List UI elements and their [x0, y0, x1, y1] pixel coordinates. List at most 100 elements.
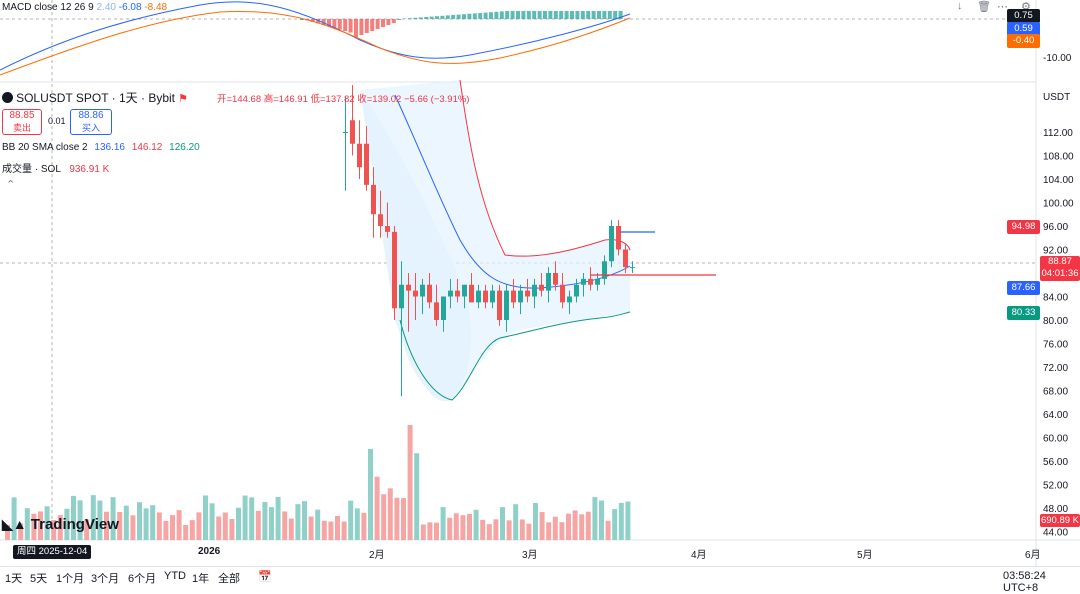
volume-bar — [183, 525, 188, 540]
volume-bar — [579, 514, 584, 540]
volume-bar — [592, 497, 597, 540]
volume-bar — [150, 505, 155, 540]
candle-body — [406, 285, 411, 291]
volume-bar — [144, 508, 149, 540]
candle-body — [483, 291, 488, 303]
volume-bar — [441, 507, 446, 540]
macd-histogram-bar — [505, 11, 509, 19]
macd-histogram-bar — [424, 17, 428, 19]
macd-histogram-bar — [451, 15, 455, 19]
candle-body — [448, 291, 453, 297]
volume-bar — [289, 519, 294, 540]
symbol-legend: SOLUSDT SPOT · 1天 · Bybit ⚑ 开=144.68 高=1… — [2, 89, 469, 106]
macd-histogram-bar — [467, 14, 471, 19]
macd-histogram-bar — [581, 11, 585, 19]
volume-bar — [414, 453, 419, 540]
volume-bar — [493, 519, 498, 540]
symbol-title[interactable]: SOLUSDT SPOT · 1天 · Bybit — [16, 91, 175, 105]
volume-bar — [500, 507, 505, 540]
price-scale-label: 100.00 — [1043, 199, 1074, 210]
time-label: 2月 — [369, 546, 385, 561]
macd-histogram-bar — [430, 17, 434, 19]
candle-body — [434, 302, 439, 320]
volume-bar — [315, 510, 320, 540]
candle-body — [497, 291, 502, 320]
macd-histogram-bar — [435, 16, 439, 19]
volume-bar — [526, 524, 531, 540]
volume-bar — [540, 512, 545, 540]
range-button[interactable]: 6个月 — [128, 570, 156, 586]
macd-histogram-bar — [511, 11, 515, 19]
buy-button[interactable]: 88.86 买入 — [70, 109, 112, 135]
macd-histogram-bar — [446, 15, 450, 19]
macd-histogram-bar — [392, 19, 396, 23]
price-scale-label: 64.00 — [1043, 410, 1068, 421]
macd-histogram-bar — [489, 12, 493, 19]
clock-label[interactable]: 03:58:24 UTC+8 — [1003, 570, 1080, 594]
candle-body — [609, 226, 614, 261]
range-button[interactable]: 1年 — [192, 570, 209, 586]
volume-legend[interactable]: 成交量 · SOL 936.91 K — [2, 160, 109, 175]
candle-body — [511, 291, 516, 303]
candle-body — [560, 285, 565, 303]
arrow-down-icon[interactable]: ↓ — [957, 0, 963, 12]
range-button[interactable]: YTD — [164, 570, 186, 582]
chevron-up-icon[interactable]: ⌃ — [6, 178, 15, 191]
volume-bar — [302, 501, 307, 540]
volume-bar — [190, 520, 195, 540]
macd-histogram-bar — [613, 11, 617, 19]
time-label: 4月 — [691, 546, 707, 561]
candle-body — [357, 144, 362, 168]
range-button[interactable]: 全部 — [218, 570, 240, 586]
candle-body — [385, 226, 390, 232]
macd-histogram-bar — [408, 18, 412, 19]
volume-bar — [163, 521, 168, 540]
macd-histogram-bar — [538, 11, 542, 19]
macd-value: -8.48 — [144, 2, 167, 13]
price-tag-bb-low: 80.33 — [1007, 306, 1040, 320]
price-scale-label: 60.00 — [1043, 434, 1068, 445]
currency-label[interactable]: USDT — [1043, 92, 1070, 103]
flag-icon[interactable]: ⚑ — [178, 93, 188, 105]
tradingview-logo[interactable]: ◣▲ TradingView — [2, 516, 119, 533]
range-button[interactable]: 1天 — [5, 570, 22, 586]
calendar-icon[interactable]: 📅 — [258, 570, 272, 583]
volume-bar — [480, 520, 485, 540]
range-button[interactable]: 1个月 — [56, 570, 84, 586]
candle-body — [588, 279, 593, 285]
volume-bar — [170, 515, 175, 540]
candle-body — [630, 267, 635, 268]
bb-legend[interactable]: BB 20 SMA close 2 136.16 146.12 126.20 — [2, 142, 200, 153]
sell-button[interactable]: 88.85 卖出 — [2, 109, 42, 135]
range-button[interactable]: 5天 — [30, 570, 47, 586]
volume-bar — [401, 498, 406, 540]
macd-legend: MACD close 12 26 9 2.40 -6.08 -8.48 — [2, 2, 167, 13]
bb-fill — [360, 80, 630, 400]
volume-bar — [533, 503, 538, 540]
macd-scale-tag: 0.75 — [1007, 9, 1040, 23]
candle-body — [350, 120, 355, 144]
macd-histogram-bar — [494, 12, 498, 19]
range-button[interactable]: 3个月 — [91, 570, 119, 586]
candle-body — [581, 279, 586, 285]
trash-icon[interactable]: 🗑 — [977, 0, 991, 13]
volume-bar — [249, 497, 254, 540]
macd-histogram-bar — [349, 19, 353, 33]
volume-bar — [487, 524, 492, 540]
time-label: 3月 — [522, 546, 538, 561]
price-scale-label: 72.00 — [1043, 363, 1068, 374]
volume-bar — [177, 510, 182, 540]
volume-bar — [612, 509, 617, 540]
volume-bar — [599, 501, 604, 540]
candle-body — [532, 285, 537, 297]
candle-body — [574, 285, 579, 297]
candle-body — [539, 285, 544, 291]
candle-body — [616, 226, 621, 250]
volume-bar — [559, 522, 564, 540]
volume-bar — [507, 520, 512, 540]
candle-body — [595, 279, 600, 285]
time-label: 2026 — [198, 546, 220, 557]
time-cursor-label: 周四 2025-12-04 — [13, 545, 91, 559]
volume-bar — [460, 515, 465, 540]
